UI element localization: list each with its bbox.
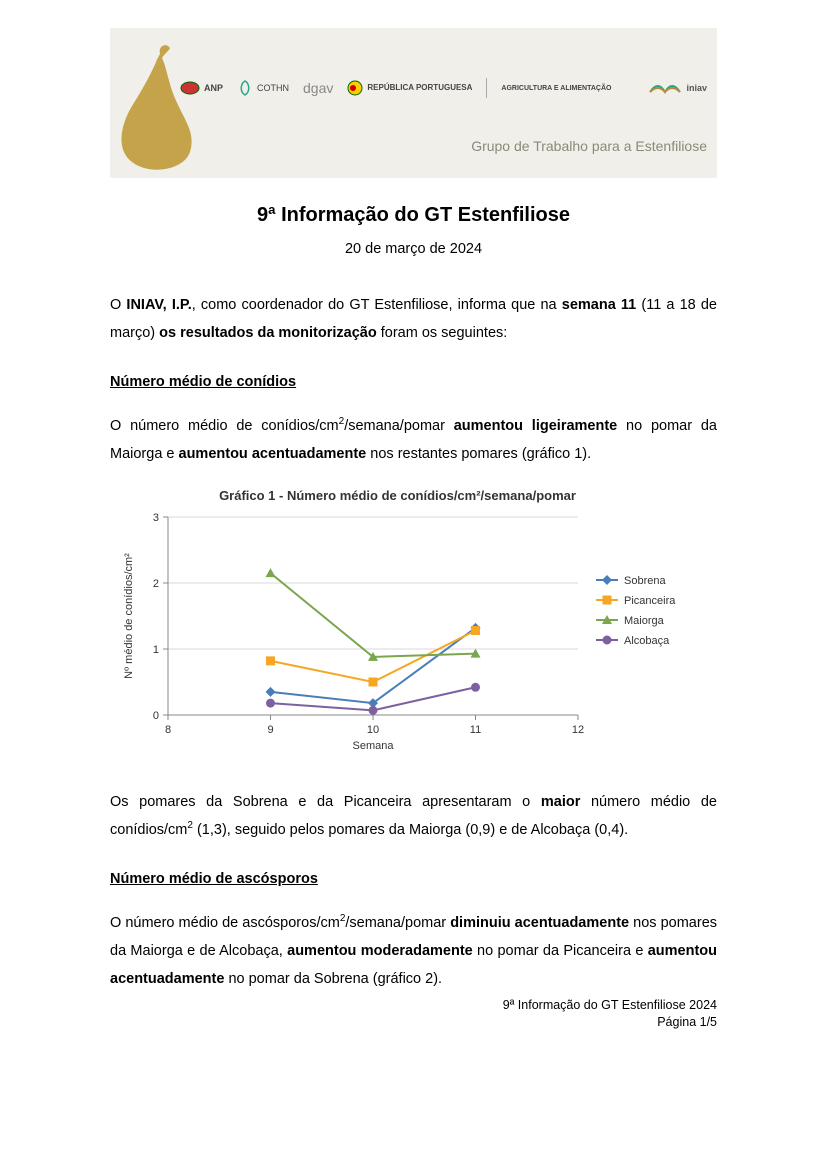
section1-heading: Número médio de conídios: [110, 374, 717, 390]
text: no pomar da Sobrena (gráfico 2).: [224, 971, 442, 987]
rp-icon: [347, 80, 363, 96]
section2-heading: Número médio de ascósporos: [110, 871, 717, 887]
text: (1,3), seguido pelos pomares da Maiorga …: [193, 822, 628, 838]
logo-cothn-label: COTHN: [257, 83, 289, 93]
svg-text:12: 12: [572, 724, 584, 736]
text-bold: semana 11: [562, 297, 636, 313]
logo-dgav: dgav: [303, 80, 333, 96]
document-date: 20 de março de 2024: [110, 241, 717, 257]
text: /semana/pomar: [345, 915, 450, 931]
logo-anp-label: ANP: [204, 83, 223, 93]
svg-text:Picanceira: Picanceira: [624, 595, 676, 607]
divider: [486, 78, 487, 98]
pear-icon: [110, 36, 210, 176]
chart1-svg: 012389101112SemanaNº médio de conídios/c…: [118, 509, 708, 753]
logo-rp: REPÚBLICA PORTUGUESA: [347, 80, 472, 96]
svg-text:9: 9: [267, 724, 273, 736]
text: O número médio de conídios/cm: [110, 418, 339, 434]
logo-iniav-label: iniav: [686, 83, 707, 93]
logo-iniav: iniav: [648, 78, 707, 98]
svg-text:1: 1: [153, 644, 159, 656]
page: ANP COTHN dgav REPÚBLICA PORTUGUESA AGRI…: [0, 0, 827, 1050]
svg-text:Nº médio de conídios/cm²: Nº médio de conídios/cm²: [123, 553, 135, 679]
text-bold: INIAV, I.P.: [126, 297, 191, 313]
logo-agri: AGRICULTURA E ALIMENTAÇÃO: [501, 85, 611, 92]
svg-text:8: 8: [165, 724, 171, 736]
svg-text:0: 0: [153, 710, 159, 722]
svg-text:Semana: Semana: [353, 740, 395, 752]
anp-icon: [180, 80, 200, 96]
document-title: 9ª Informação do GT Estenfiliose: [110, 204, 717, 227]
logo-row: ANP COTHN dgav REPÚBLICA PORTUGUESA AGRI…: [180, 78, 707, 98]
section2-paragraph: O número médio de ascósporos/cm2/semana/…: [110, 909, 717, 994]
text-bold: os resultados da monitorização: [159, 325, 377, 341]
chart1-title: Gráfico 1 - Número médio de conídios/cm²…: [78, 488, 717, 503]
svg-text:Maiorga: Maiorga: [624, 615, 665, 627]
banner-subtitle: Grupo de Trabalho para a Estenfiliose: [471, 138, 707, 154]
svg-text:10: 10: [367, 724, 379, 736]
text: O número médio de ascósporos/cm: [110, 915, 340, 931]
footer-line2: Página 1/5: [110, 1014, 717, 1030]
svg-text:Alcobaça: Alcobaça: [624, 635, 670, 647]
logo-rp-label1: REPÚBLICA PORTUGUESA: [367, 84, 472, 92]
page-footer: 9ª Informação do GT Estenfiliose 2024 Pá…: [110, 997, 717, 1030]
text-bold: aumentou acentuadamente: [179, 446, 367, 462]
text: foram os seguintes:: [377, 325, 508, 341]
text: , como coordenador do GT Estenfiliose, i…: [192, 297, 562, 313]
text-bold: diminuiu acentuadamente: [450, 915, 629, 931]
cothn-icon: [237, 80, 253, 96]
logo-dgav-label: dgav: [303, 80, 333, 96]
footer-line1: 9ª Informação do GT Estenfiliose 2024: [110, 997, 717, 1013]
text-bold: aumentou moderadamente: [287, 943, 473, 959]
text-bold: maior: [541, 794, 581, 810]
text: no pomar da Picanceira e: [473, 943, 648, 959]
header-banner: ANP COTHN dgav REPÚBLICA PORTUGUESA AGRI…: [110, 28, 717, 178]
text: /semana/pomar: [344, 418, 454, 434]
logo-agri-label: AGRICULTURA E ALIMENTAÇÃO: [501, 85, 611, 92]
svg-text:11: 11: [470, 724, 481, 736]
section1-paragraph: O número médio de conídios/cm2/semana/po…: [110, 412, 717, 469]
logo-cothn: COTHN: [237, 80, 289, 96]
svg-text:Sobrena: Sobrena: [624, 575, 666, 587]
svg-text:2: 2: [153, 578, 159, 590]
text: nos restantes pomares (gráfico 1).: [366, 446, 591, 462]
text-bold: aumentou ligeiramente: [454, 418, 618, 434]
chart1: Gráfico 1 - Número médio de conídios/cm²…: [118, 488, 717, 758]
logo-anp: ANP: [180, 80, 223, 96]
svg-text:3: 3: [153, 512, 159, 524]
text: Os pomares da Sobrena e da Picanceira ap…: [110, 794, 541, 810]
intro-paragraph: O INIAV, I.P., como coordenador do GT Es…: [110, 291, 717, 348]
iniav-icon: [648, 78, 682, 98]
text: O: [110, 297, 126, 313]
post-chart-paragraph: Os pomares da Sobrena e da Picanceira ap…: [110, 788, 717, 845]
